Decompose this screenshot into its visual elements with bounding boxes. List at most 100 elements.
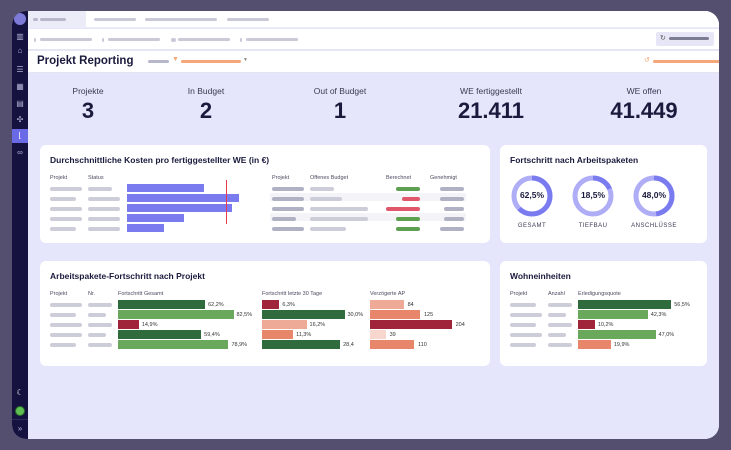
sidebar-item-network-icon[interactable]: ✣ bbox=[16, 115, 24, 124]
breadcrumb-item[interactable] bbox=[94, 18, 136, 21]
breadcrumb-item[interactable] bbox=[227, 18, 269, 21]
progress-bar-30-tage[interactable] bbox=[262, 320, 307, 329]
berechnet-status-green bbox=[396, 217, 420, 221]
file-icon bbox=[240, 38, 242, 42]
reset-filter-link[interactable] bbox=[653, 60, 719, 63]
filter-icon: ▼ bbox=[172, 56, 179, 63]
file-icon bbox=[102, 38, 104, 42]
cost-bar[interactable] bbox=[127, 194, 239, 202]
erledigungsquote-bar[interactable] bbox=[578, 320, 595, 329]
bar-label: 82,5% bbox=[236, 312, 253, 318]
sidebar-item-columns-icon[interactable]: ▥ bbox=[16, 32, 24, 41]
bar-label: 62,2% bbox=[208, 302, 224, 308]
progress-bar-30-tage[interactable] bbox=[262, 330, 294, 339]
column-header: Status bbox=[88, 175, 104, 181]
placeholder-genehmigt bbox=[440, 187, 464, 191]
placeholder-anzahl bbox=[548, 333, 566, 337]
sidebar-item-helmet-icon[interactable]: ⌂ bbox=[17, 46, 23, 55]
sidebar-item-list-icon[interactable]: ☰ bbox=[16, 65, 24, 74]
placeholder-project bbox=[50, 333, 82, 337]
placeholder-anzahl bbox=[548, 313, 566, 317]
cost-bar[interactable] bbox=[127, 214, 185, 222]
placeholder-genehmigt bbox=[440, 197, 464, 201]
progress-bar-30-tage[interactable] bbox=[262, 310, 345, 319]
bar-label: 39 bbox=[389, 332, 396, 338]
expand-sidebar-icon[interactable]: » bbox=[17, 424, 23, 433]
erledigungsquote-bar[interactable] bbox=[578, 310, 648, 319]
progress-bar-30-tage[interactable] bbox=[262, 300, 280, 309]
toolbar-item[interactable] bbox=[246, 38, 298, 41]
dark-mode-moon-icon[interactable]: ☾ bbox=[16, 388, 24, 397]
toolbar-item[interactable] bbox=[108, 38, 160, 41]
arbeitspakete-card: Arbeitspakete-Fortschritt nach Projekt P… bbox=[40, 261, 490, 366]
placeholder-budget bbox=[310, 217, 368, 221]
breadcrumb-item[interactable] bbox=[145, 18, 217, 21]
delayed-ap-bar[interactable] bbox=[370, 310, 420, 319]
bar-label: 10,2% bbox=[597, 322, 614, 328]
placeholder-project bbox=[510, 313, 542, 317]
bar-label: 59,4% bbox=[204, 332, 220, 338]
cost-bar[interactable] bbox=[127, 184, 205, 192]
placeholder-nr bbox=[88, 323, 112, 327]
sidebar-item-reporting[interactable]: ⌊ bbox=[12, 129, 28, 143]
progress-bar-gesamt[interactable] bbox=[118, 310, 234, 319]
toolbar-item[interactable] bbox=[178, 38, 230, 41]
progress-bar-gesamt[interactable] bbox=[118, 300, 206, 309]
refresh-button[interactable]: ↻ bbox=[656, 32, 714, 46]
filter-dropdown[interactable] bbox=[181, 60, 241, 63]
bar-label: 11,3% bbox=[296, 332, 312, 338]
berechnet-status-green bbox=[396, 187, 420, 191]
app-logo-icon[interactable] bbox=[14, 13, 26, 25]
cost-bar[interactable] bbox=[127, 224, 164, 232]
main-area: ↻ Projekt Reporting ▼ ▼ ↺ Projekte 3 In bbox=[28, 11, 719, 439]
placeholder-nr bbox=[88, 313, 106, 317]
refresh-icon: ↻ bbox=[660, 35, 666, 42]
threshold-line bbox=[225, 180, 228, 224]
kpi-out-of-budget: Out of Budget 1 bbox=[280, 86, 400, 124]
placeholder bbox=[33, 18, 38, 21]
donut-gesamt: 62,5% bbox=[510, 174, 554, 218]
reset-icon[interactable]: ↺ bbox=[644, 57, 650, 64]
workspace-tab[interactable] bbox=[28, 11, 86, 28]
placeholder-genehmigt bbox=[440, 227, 464, 231]
progress-bar-gesamt[interactable] bbox=[118, 330, 202, 339]
card-title: Arbeitspakete-Fortschritt nach Projekt bbox=[50, 271, 205, 281]
column-header: Fortschritt Gesamt bbox=[118, 291, 164, 297]
bar-label: 42,3% bbox=[650, 312, 667, 318]
progress-bar-gesamt[interactable] bbox=[118, 340, 229, 349]
placeholder-genehmigt bbox=[444, 217, 464, 221]
bar-label: 6,3% bbox=[282, 302, 295, 308]
kpi-we-fertiggestellt: WE fertiggestellt 21.411 bbox=[431, 86, 551, 124]
page-header: Projekt Reporting ▼ ▼ ↺ bbox=[28, 51, 719, 73]
berechnet-status-red bbox=[402, 197, 420, 201]
delayed-ap-bar[interactable] bbox=[370, 320, 452, 329]
sidebar-item-map-icon[interactable]: ▦ bbox=[16, 82, 24, 91]
placeholder-anzahl bbox=[548, 343, 572, 347]
chevron-down-icon[interactable]: ▼ bbox=[243, 57, 248, 63]
cost-bar[interactable] bbox=[127, 204, 232, 212]
placeholder-status bbox=[88, 217, 120, 221]
erledigungsquote-bar[interactable] bbox=[578, 330, 656, 339]
progress-bar-30-tage[interactable] bbox=[262, 340, 341, 349]
delayed-ap-bar[interactable] bbox=[370, 300, 404, 309]
placeholder-project bbox=[50, 197, 76, 201]
bar-label: 14,9% bbox=[141, 322, 158, 328]
delayed-ap-bar[interactable] bbox=[370, 330, 386, 339]
bar-label: 28,4 bbox=[343, 342, 354, 348]
sidebar-item-building-icon[interactable]: ▤ bbox=[16, 99, 24, 108]
erledigungsquote-bar[interactable] bbox=[578, 300, 672, 309]
sidebar-item-link-icon[interactable]: ∞ bbox=[17, 148, 23, 157]
erledigungsquote-bar[interactable] bbox=[578, 340, 611, 349]
chart-icon: ⌊ bbox=[18, 131, 22, 140]
file-icon bbox=[34, 38, 36, 42]
sidebar-divider bbox=[12, 419, 28, 420]
placeholder-nr bbox=[88, 303, 112, 307]
toolbar-item[interactable] bbox=[40, 38, 92, 41]
delayed-ap-bar[interactable] bbox=[370, 340, 414, 349]
user-avatar[interactable] bbox=[15, 406, 25, 416]
placeholder-status bbox=[88, 197, 120, 201]
kpi-label: Projekte bbox=[72, 86, 104, 96]
progress-bar-gesamt[interactable] bbox=[118, 320, 139, 329]
kpi-in-budget: In Budget 2 bbox=[146, 86, 266, 124]
page-title: Projekt Reporting bbox=[37, 55, 134, 67]
